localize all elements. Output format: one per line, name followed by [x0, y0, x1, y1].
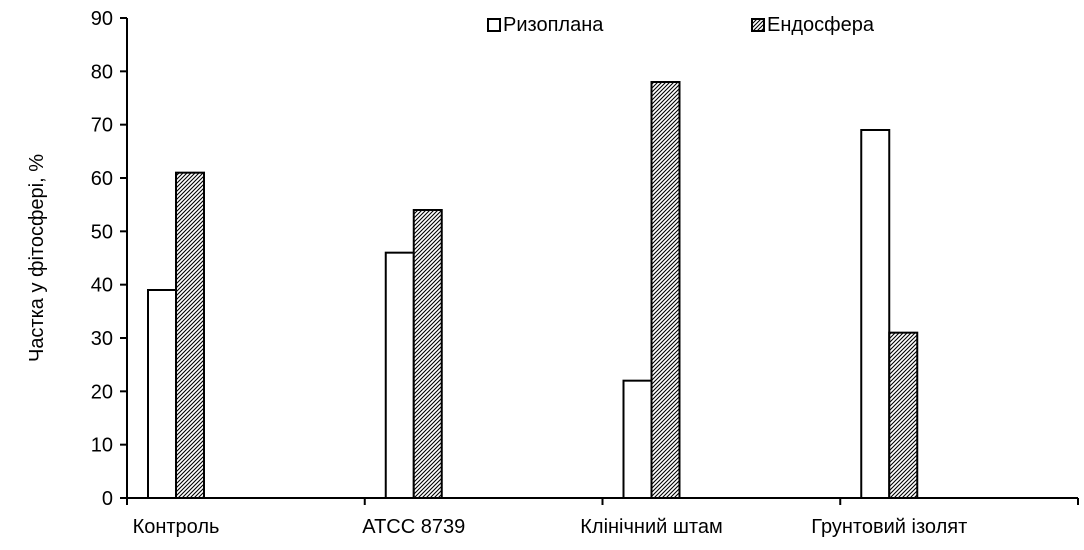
y-tick-label: 80 — [91, 61, 113, 83]
bar-endosphere-3 — [650, 81, 681, 499]
bar-rhizoplane-2 — [384, 251, 415, 499]
y-tick-label: 60 — [91, 168, 113, 190]
x-tick-label: Грунтовий ізолят — [811, 516, 967, 538]
bar-endosphere-2 — [412, 209, 443, 499]
y-tick-label: 20 — [91, 381, 113, 403]
x-tick-label: ATCC 8739 — [362, 516, 465, 538]
bar-rhizoplane-1 — [147, 289, 177, 499]
x-tick-label: Контроль — [133, 516, 220, 538]
bar-endosphere-1 — [175, 171, 205, 500]
y-axis-title: Частка у фітосфері, % — [26, 154, 48, 362]
y-tick-label: 70 — [91, 115, 113, 137]
legend-swatch-rhizoplane — [487, 18, 501, 32]
axes: Контроль ATCC 8739 Клінічний штам Грунтовий… — [91, 8, 1079, 538]
y-tick-label: 50 — [91, 221, 113, 243]
y-tick-label: 90 — [91, 8, 113, 30]
bar-rhizoplane-4 — [860, 129, 891, 499]
plot-area — [147, 81, 919, 500]
bar-rhizoplane-3 — [622, 379, 653, 499]
legend: Ризоплана Ендосфера — [487, 14, 875, 36]
legend-label-rhizoplane: Ризоплана — [503, 14, 604, 36]
y-tick-label: 10 — [91, 435, 113, 457]
bar-endosphere-4 — [888, 331, 919, 499]
y-tick-label: 0 — [102, 488, 113, 510]
y-tick-label: 30 — [91, 328, 113, 350]
y-tick-label: 40 — [91, 275, 113, 297]
legend-label-endosphere: Ендосфера — [767, 14, 875, 36]
legend-swatch-endosphere — [751, 18, 765, 32]
x-tick-label: Клінічний штам — [580, 516, 722, 538]
